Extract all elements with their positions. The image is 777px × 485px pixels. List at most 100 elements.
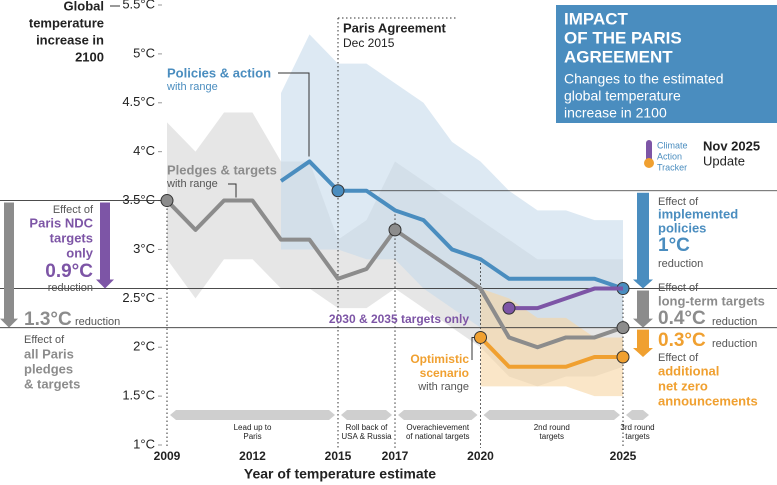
title: OF THE PARIS <box>564 28 682 47</box>
y-tick-label: 1°C <box>133 436 155 451</box>
y-tick-label: 2.5°C <box>122 290 155 305</box>
logo-text: Action <box>657 151 682 161</box>
title: IMPACT <box>564 9 629 28</box>
effect-note: 1°C <box>658 235 690 256</box>
legend-label: Policies & action <box>167 65 271 80</box>
effect-note: 0.3°C <box>658 330 706 351</box>
legend-label: Optimistic scenario <box>410 352 469 380</box>
highlight-marker <box>331 184 345 198</box>
y-axis-title: Global <box>64 0 104 13</box>
y-tick-label: 2°C <box>133 339 155 354</box>
x-tick-label: 2017 <box>382 449 409 463</box>
effect-note: all Paris <box>24 346 74 361</box>
highlight-marker <box>502 301 516 315</box>
y-tick-label: 5°C <box>133 45 155 60</box>
connector <box>228 183 237 198</box>
update-text: Nov 2025 <box>703 138 760 153</box>
subtitle: global temperature <box>564 88 681 104</box>
period-label: Roll back of <box>346 423 389 432</box>
effect-note: pledges <box>24 361 73 376</box>
effect-note: additional <box>658 363 719 378</box>
legend-sublabel: with range <box>417 381 469 393</box>
period-label: USA & Russia <box>341 432 392 441</box>
effect-note: 0.9°C <box>45 261 93 282</box>
connector <box>471 336 475 360</box>
period-label: Overachievement <box>406 423 469 432</box>
effect-note: reduction <box>658 258 703 270</box>
period-label: 3rd round <box>620 423 654 432</box>
x-axis-title: Year of temperature estimate <box>244 466 436 482</box>
subtitle: Changes to the estimated <box>564 71 724 87</box>
y-tick-label: 1.5°C <box>122 388 155 403</box>
y-axis-title: 2100 <box>75 49 104 64</box>
effect-note: reduction <box>712 316 757 328</box>
period-label: 2nd round <box>534 423 570 432</box>
y-axis-title: temperature <box>29 15 104 30</box>
effect-note: Effect of <box>24 334 65 346</box>
legend-label: 2030 & 2035 targets only <box>329 312 469 326</box>
period-arrow <box>170 410 335 420</box>
period-arrow <box>626 410 649 420</box>
connector <box>278 72 310 157</box>
effect-note: 1.3°C <box>24 309 72 330</box>
logo-icon <box>646 140 652 162</box>
highlight-marker <box>616 321 630 335</box>
y-tick-label: 4°C <box>133 143 155 158</box>
effect-arrow <box>0 202 18 328</box>
y-tick-label: 3.5°C <box>122 192 155 207</box>
x-tick-label: 2012 <box>239 449 266 463</box>
effect-note: targets <box>50 230 93 245</box>
effect-note: announcements <box>658 393 758 408</box>
period-arrow <box>341 410 392 420</box>
period-arrow <box>483 410 620 420</box>
subtitle: increase in 2100 <box>564 105 667 121</box>
effect-note: reduction <box>712 338 757 350</box>
series-line <box>479 336 623 369</box>
effect-note: Paris NDC <box>29 215 93 230</box>
paris-label: Paris Agreement <box>343 20 447 35</box>
effect-note: policies <box>658 220 706 235</box>
period-label: Paris <box>243 432 261 441</box>
effect-note: Effect of <box>658 196 699 208</box>
logo-text: Tracker <box>657 162 687 172</box>
effect-note: implemented <box>658 206 738 221</box>
y-tick-label: 3°C <box>133 241 155 256</box>
effect-note: 0.4°C <box>658 308 706 329</box>
logo-text: Climate <box>657 140 688 150</box>
effect-arrow <box>96 202 114 289</box>
effect-arrow <box>633 192 653 289</box>
x-tick-label: 2025 <box>610 449 637 463</box>
update-text: Update <box>703 153 745 168</box>
period-label: targets <box>625 432 649 441</box>
title: AGREEMENT <box>564 47 673 66</box>
effect-note: only <box>66 245 93 260</box>
highlight-marker <box>616 350 630 364</box>
y-tick-label: 4.5°C <box>122 94 155 109</box>
effect-note: reduction <box>48 282 93 294</box>
x-tick-label: 2015 <box>325 449 352 463</box>
range-band <box>281 34 623 328</box>
effect-note: reduction <box>75 316 120 328</box>
info-box <box>556 5 777 123</box>
effect-note: net zero <box>658 378 708 393</box>
x-tick-label: 2009 <box>154 449 181 463</box>
paris-label: Dec 2015 <box>343 36 395 50</box>
legend-sublabel: with range <box>166 178 218 190</box>
series-line <box>509 286 623 311</box>
effect-note: Effect of <box>658 282 699 294</box>
period-arrow <box>398 410 478 420</box>
highlight-marker <box>474 330 487 344</box>
y-axis-title: increase in <box>36 32 104 47</box>
highlight-marker <box>160 194 174 208</box>
effect-arrow <box>633 290 653 328</box>
effect-note: Effect of <box>658 352 699 364</box>
legend-sublabel: with range <box>166 81 218 93</box>
x-tick-label: 2020 <box>467 449 494 463</box>
logo-icon <box>644 158 654 168</box>
highlight-marker <box>388 223 402 237</box>
effect-note: long-term targets <box>658 293 765 308</box>
legend-label: Pledges & targets <box>167 162 277 177</box>
period-label: targets <box>540 432 564 441</box>
period-label: Lead up to <box>234 423 272 432</box>
